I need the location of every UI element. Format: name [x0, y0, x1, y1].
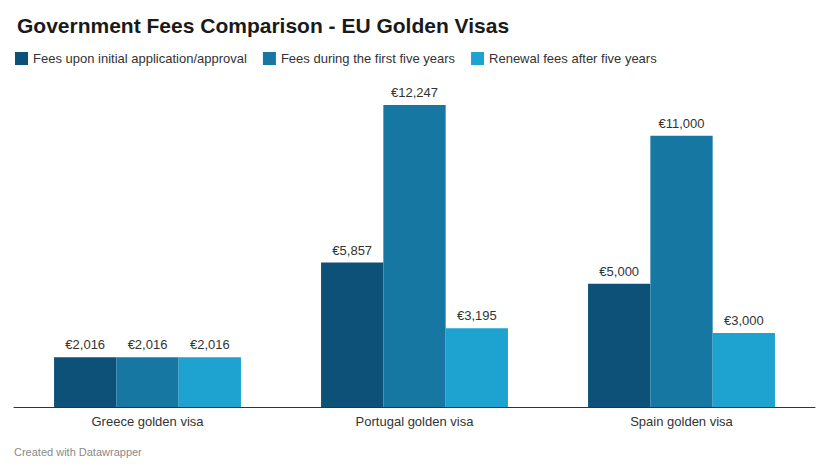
svg-text:€12,247: €12,247 [391, 85, 438, 100]
svg-text:Spain golden visa: Spain golden visa [630, 414, 733, 429]
svg-text:€3,195: €3,195 [457, 308, 497, 323]
svg-text:Portugal golden visa: Portugal golden visa [356, 414, 475, 429]
svg-text:€2,016: €2,016 [65, 337, 105, 352]
svg-text:€5,000: €5,000 [599, 264, 639, 279]
svg-text:Greece golden visa: Greece golden visa [91, 414, 204, 429]
svg-text:€11,000: €11,000 [658, 116, 704, 131]
svg-text:Fees upon initial application/: Fees upon initial application/approval [33, 51, 247, 66]
svg-text:Government Fees Comparison - E: Government Fees Comparison - EU Golden V… [17, 14, 509, 37]
svg-text:€2,016: €2,016 [128, 337, 168, 352]
svg-text:€3,000: €3,000 [724, 313, 764, 328]
svg-text:Fees during the first five yea: Fees during the first five years [281, 51, 456, 66]
svg-text:Created with Datawrapper: Created with Datawrapper [14, 446, 142, 458]
svg-text:€5,857: €5,857 [332, 243, 372, 258]
svg-text:Renewal fees after five years: Renewal fees after five years [489, 51, 657, 66]
svg-text:€2,016: €2,016 [190, 337, 230, 352]
